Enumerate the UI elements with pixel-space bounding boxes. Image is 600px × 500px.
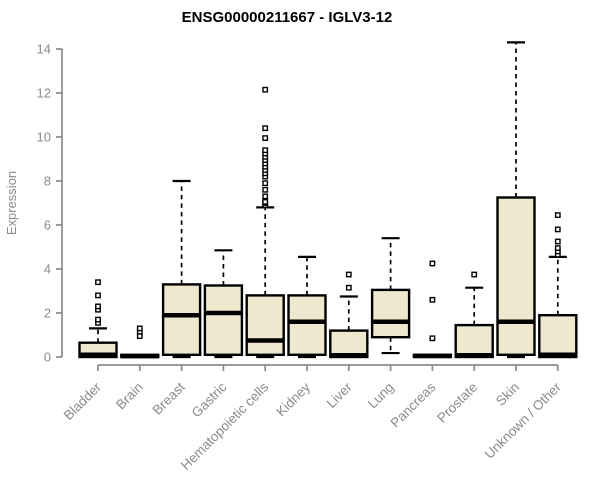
outlier-point	[471, 271, 478, 278]
y-tick-label: 10	[37, 130, 51, 145]
iqr-box	[245, 294, 285, 356]
y-axis: 0 2 4 6 8 10 12 14	[37, 42, 63, 365]
y-tick-label: 2	[44, 306, 51, 321]
outlier-point	[262, 186, 269, 193]
outlier-point	[95, 303, 101, 310]
box-brain	[120, 325, 160, 359]
x-tick-label-pancreas: Pancreas	[388, 379, 439, 430]
x-tick-label-unknown-other: Unknown / Other	[482, 379, 565, 462]
box-prostate	[454, 271, 494, 359]
y-tick-label: 8	[44, 174, 51, 189]
outlier-point	[262, 147, 269, 154]
x-tick-label-brain: Brain	[113, 380, 146, 413]
box-gastric	[203, 249, 244, 359]
outlier-point	[554, 238, 561, 245]
y-tick-label: 14	[37, 42, 51, 57]
x-tick-label-breast: Breast	[150, 379, 188, 417]
x-tick-label-kidney: Kidney	[273, 379, 313, 419]
outlier-point	[554, 226, 561, 233]
outlier-point	[345, 284, 352, 291]
iqr-box	[203, 284, 244, 357]
outlier-point	[262, 180, 269, 187]
x-tick-label-liver: Liver	[324, 379, 356, 411]
iqr-box	[496, 196, 536, 357]
outlier-point	[95, 316, 101, 323]
iqr-box	[454, 323, 494, 359]
x-tick-label-skin: Skin	[493, 380, 522, 409]
box-breast	[161, 179, 202, 359]
outlier-point	[345, 271, 352, 278]
x-tick-label-bladder: Bladder	[61, 379, 105, 423]
outlier-point	[262, 193, 269, 200]
box-unknown-other	[538, 212, 578, 359]
outlier-point	[136, 325, 143, 332]
y-tick-label: 12	[37, 86, 51, 101]
y-tick-label: 6	[44, 218, 51, 233]
y-tick-label: 4	[44, 262, 51, 277]
y-tick-label: 0	[44, 350, 51, 365]
outlier-point	[262, 86, 269, 93]
outlier-point	[554, 245, 561, 251]
box-skin	[496, 41, 536, 359]
x-tick-label-gastric: Gastric	[189, 379, 230, 420]
outlier-point	[429, 260, 436, 267]
outlier-point	[95, 279, 101, 286]
iqr-box	[370, 288, 411, 339]
outlier-point	[262, 125, 269, 132]
outlier-point	[262, 198, 269, 205]
box-lung	[370, 237, 411, 355]
iqr-box	[287, 294, 327, 356]
outlier-point	[95, 292, 101, 299]
x-tick-label-lung: Lung	[365, 380, 397, 412]
box-bladder	[78, 279, 118, 359]
box-pancreas	[412, 260, 453, 359]
box-hematopoietic-cells	[245, 86, 285, 359]
chart-title: ENSG00000211667 - IGLV3-12	[182, 9, 393, 26]
outlier-point	[262, 135, 269, 141]
outlier-point	[429, 296, 436, 303]
box-kidney	[287, 255, 327, 359]
outlier-point	[554, 212, 561, 218]
iqr-box	[161, 283, 202, 356]
plot-area: 0 2 4 6 8 10 12 14 Bladder Brain Breast GastricHema…	[37, 41, 578, 473]
iqr-box	[538, 314, 578, 359]
x-tick-label-prostate: Prostate	[434, 380, 480, 426]
outlier-point	[429, 335, 436, 342]
y-axis-label: Expression	[4, 171, 19, 235]
box-liver	[329, 271, 369, 359]
